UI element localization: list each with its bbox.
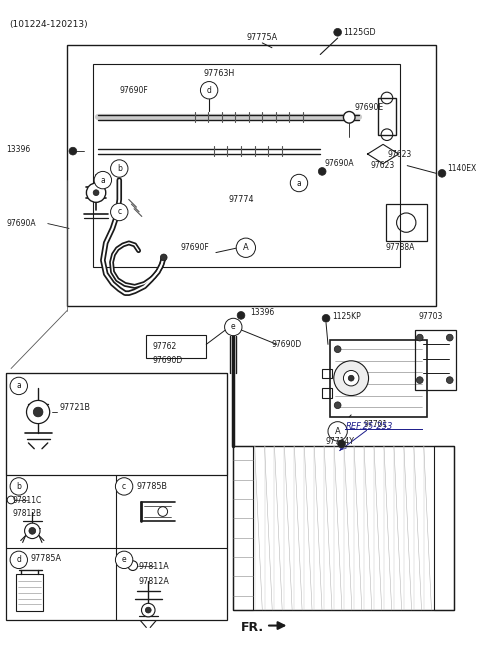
Text: 97623: 97623: [371, 161, 395, 170]
Circle shape: [334, 346, 341, 353]
Bar: [93, 64, 400, 267]
Bar: [322, 388, 332, 398]
Text: a: a: [16, 381, 21, 390]
Circle shape: [110, 203, 128, 221]
Text: c: c: [122, 482, 126, 491]
Text: 97721B: 97721B: [60, 403, 90, 411]
Circle shape: [446, 377, 453, 383]
Text: 97811A: 97811A: [139, 562, 169, 571]
Circle shape: [24, 523, 40, 539]
Circle shape: [69, 148, 77, 155]
Circle shape: [438, 170, 446, 177]
Text: 97788A: 97788A: [386, 244, 415, 252]
Text: 97690F: 97690F: [119, 86, 148, 95]
Text: 1125KP: 1125KP: [332, 312, 360, 321]
Text: 97812B: 97812B: [13, 509, 42, 518]
Bar: [322, 368, 332, 378]
Text: 97785A: 97785A: [30, 554, 61, 564]
Text: 97762: 97762: [152, 342, 176, 351]
Circle shape: [115, 478, 133, 495]
Text: 97763H: 97763H: [203, 69, 234, 78]
Text: 13396: 13396: [251, 308, 275, 317]
Text: 1140EX: 1140EX: [447, 164, 476, 173]
Circle shape: [110, 160, 128, 177]
Text: 97714Y: 97714Y: [325, 436, 354, 445]
Circle shape: [94, 172, 111, 189]
Bar: [16, 575, 43, 611]
Text: 97623: 97623: [388, 150, 412, 159]
Text: b: b: [16, 482, 21, 491]
Text: 97785B: 97785B: [137, 482, 168, 491]
Bar: [6, 374, 227, 620]
Circle shape: [201, 82, 218, 99]
Text: (101224-120213): (101224-120213): [9, 20, 88, 29]
Circle shape: [334, 361, 369, 396]
Circle shape: [446, 334, 453, 341]
Bar: [434, 446, 454, 610]
Circle shape: [334, 29, 341, 36]
Text: FR.: FR.: [241, 621, 264, 634]
Circle shape: [416, 377, 423, 383]
Circle shape: [337, 440, 346, 448]
Circle shape: [29, 528, 36, 534]
Text: d: d: [207, 86, 212, 95]
Text: A: A: [335, 427, 340, 436]
Circle shape: [237, 311, 245, 319]
Circle shape: [10, 551, 27, 569]
Circle shape: [318, 168, 326, 175]
Circle shape: [322, 315, 330, 322]
Text: e: e: [122, 555, 126, 564]
Text: 97690A: 97690A: [324, 159, 354, 168]
Bar: [415, 330, 456, 390]
Circle shape: [344, 112, 355, 123]
Text: d: d: [16, 555, 21, 564]
Circle shape: [225, 318, 242, 336]
Circle shape: [348, 375, 354, 381]
Text: a: a: [297, 178, 301, 187]
Circle shape: [328, 422, 348, 441]
Text: 97690D: 97690D: [152, 357, 182, 365]
Bar: [378, 98, 396, 135]
Circle shape: [86, 183, 106, 202]
Text: A: A: [243, 244, 249, 252]
Circle shape: [145, 607, 151, 613]
Circle shape: [142, 603, 155, 617]
Text: a: a: [100, 176, 105, 185]
Circle shape: [344, 370, 359, 386]
Text: 1125GD: 1125GD: [344, 28, 376, 37]
Text: 97775A: 97775A: [247, 33, 278, 42]
Text: 97690F: 97690F: [180, 244, 209, 252]
Bar: [330, 340, 427, 417]
Circle shape: [236, 238, 255, 257]
Circle shape: [290, 174, 308, 192]
Bar: [6, 374, 227, 475]
Text: 97690D: 97690D: [272, 340, 302, 349]
Text: 97812A: 97812A: [139, 577, 169, 586]
Circle shape: [160, 254, 167, 261]
Bar: [146, 335, 206, 358]
Circle shape: [10, 478, 27, 495]
Text: 97811C: 97811C: [13, 496, 42, 505]
Bar: [386, 204, 427, 241]
Circle shape: [93, 190, 99, 195]
Text: c: c: [117, 208, 121, 217]
Text: 13396: 13396: [6, 145, 30, 153]
Text: b: b: [117, 164, 122, 173]
Circle shape: [26, 400, 50, 424]
Circle shape: [115, 551, 133, 569]
Bar: [67, 45, 436, 306]
Text: 97703: 97703: [419, 312, 443, 321]
Text: e: e: [231, 323, 236, 332]
Text: 97690E: 97690E: [354, 103, 383, 112]
Text: 97701: 97701: [364, 420, 388, 429]
Circle shape: [416, 334, 423, 341]
Text: REF.25-253: REF.25-253: [346, 422, 393, 431]
Text: 97774: 97774: [228, 195, 254, 204]
Bar: [233, 446, 454, 610]
Bar: [233, 446, 252, 610]
Circle shape: [10, 377, 27, 394]
Circle shape: [334, 402, 341, 409]
Text: 97690A: 97690A: [6, 219, 36, 228]
Circle shape: [33, 407, 43, 417]
